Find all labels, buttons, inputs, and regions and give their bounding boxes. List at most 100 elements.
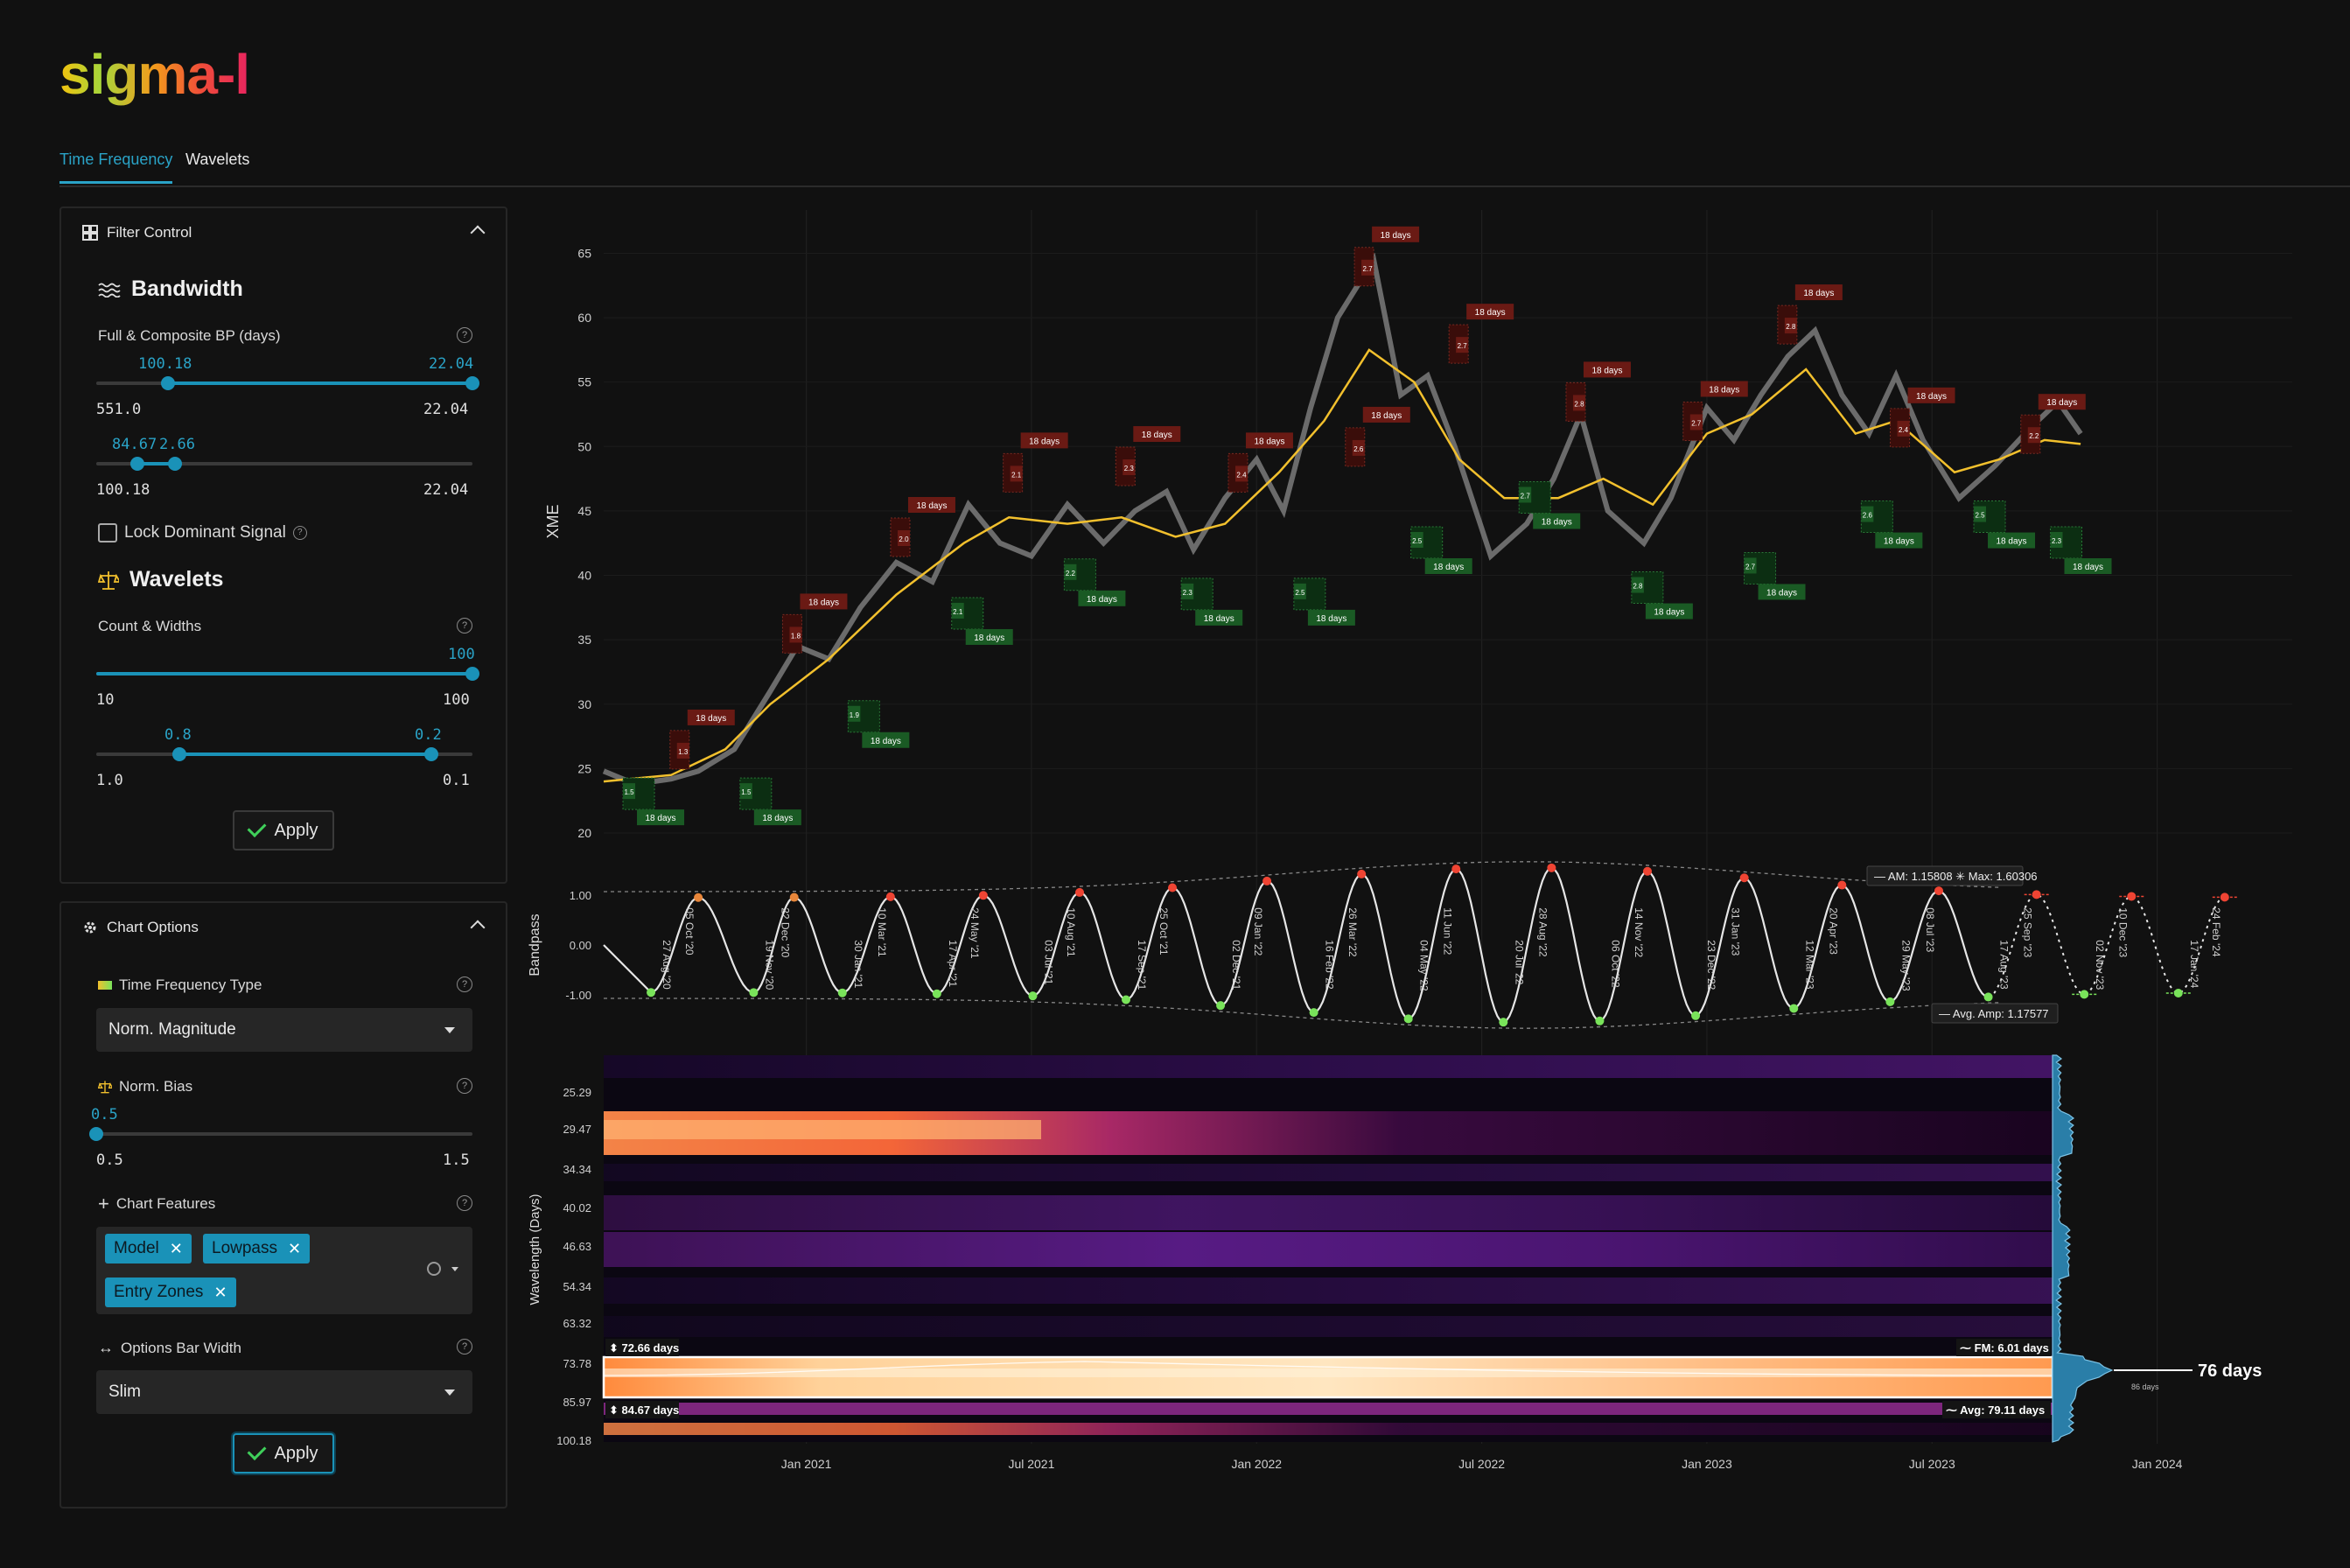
slider-handle[interactable] bbox=[171, 747, 186, 761]
trough-value: 2.5 bbox=[1975, 512, 1985, 520]
slider-handle[interactable] bbox=[465, 667, 479, 681]
event-dot bbox=[1642, 866, 1652, 876]
apply-filter-button[interactable]: Apply bbox=[233, 810, 334, 850]
tf-type-label-row: Time Frequency Type bbox=[98, 976, 262, 994]
trough-label: 18 days bbox=[1087, 595, 1117, 605]
trough-value: 2.1 bbox=[953, 608, 963, 616]
bandpass-peak: 24 May '21 bbox=[969, 891, 988, 959]
wavelet-count-slider[interactable] bbox=[96, 667, 479, 681]
chevron-down-icon[interactable] bbox=[451, 1267, 458, 1271]
apply-label: Apply bbox=[274, 1443, 318, 1463]
heatmap-y-tick: 29.47 bbox=[563, 1123, 591, 1136]
close-icon[interactable]: ✕ bbox=[288, 1239, 302, 1257]
chart-options-panel: Chart Options Time Frequency Type ? Norm… bbox=[59, 901, 507, 1508]
plus-icon: + bbox=[98, 1193, 109, 1214]
peak-value: 2.3 bbox=[1124, 465, 1135, 472]
help-icon[interactable]: ? bbox=[457, 976, 472, 992]
help-icon[interactable]: ? bbox=[292, 526, 307, 540]
peak-tag bbox=[676, 742, 689, 759]
trough-label: 18 days bbox=[1884, 537, 1914, 547]
chart-features-label-row: + Chart Features bbox=[98, 1193, 215, 1214]
norm-bias-slider[interactable] bbox=[89, 1127, 472, 1141]
lock-checkbox[interactable] bbox=[98, 523, 117, 542]
tf-type-select[interactable]: Norm. Magnitude bbox=[96, 1008, 472, 1052]
trough-value: 2.8 bbox=[1633, 583, 1643, 591]
slider-handle[interactable] bbox=[423, 747, 438, 761]
bandpass-peak: 25 Oct '21 bbox=[1158, 883, 1178, 956]
heatmap-y-tick: 46.63 bbox=[563, 1240, 591, 1253]
help-icon[interactable]: ? bbox=[457, 1195, 472, 1211]
event-dot bbox=[1934, 886, 1943, 896]
bandwidth-range-slider-1[interactable] bbox=[96, 376, 479, 390]
trough-label-box bbox=[1307, 609, 1355, 626]
bandwidth-range-slider-2[interactable] bbox=[96, 457, 472, 471]
price-y-tick: 40 bbox=[577, 569, 591, 583]
event-dot bbox=[978, 891, 988, 900]
apply-chart-options-button[interactable]: Apply bbox=[233, 1433, 334, 1474]
tab-wavelets[interactable]: Wavelets bbox=[185, 150, 250, 168]
scale-icon bbox=[98, 1081, 112, 1094]
event-date: 25 Sep '23 bbox=[2022, 907, 2034, 957]
norm-bias-max: 1.5 bbox=[443, 1152, 470, 1169]
peak-label: 18 days bbox=[696, 714, 726, 724]
peak-value: 1.3 bbox=[678, 748, 689, 756]
clear-all-icon[interactable] bbox=[427, 1262, 441, 1276]
slider-handle[interactable] bbox=[130, 457, 145, 471]
x-tick-label: Jan 2022 bbox=[1231, 1457, 1282, 1471]
event-dot bbox=[1122, 995, 1131, 1004]
peak-marker: 2.1 18 days bbox=[1003, 432, 1068, 493]
event-date: 03 Jul '21 bbox=[1042, 940, 1054, 984]
trough-tag bbox=[1064, 564, 1077, 580]
arrows-horizontal-icon: ↔ bbox=[98, 1339, 114, 1356]
help-icon[interactable]: ? bbox=[457, 327, 472, 343]
trough-marker: 2.2 18 days bbox=[1063, 558, 1126, 606]
trough-value: 1.5 bbox=[741, 788, 752, 796]
feature-chip-lowpass[interactable]: Lowpass ✕ bbox=[203, 1234, 311, 1264]
chart-options-header[interactable]: Chart Options bbox=[82, 919, 199, 936]
event-date: 16 Feb '22 bbox=[1324, 940, 1336, 990]
wavelet-width-slider[interactable] bbox=[96, 747, 472, 761]
wave-icon bbox=[98, 283, 121, 298]
trough-marker: 2.5 18 days bbox=[1293, 578, 1355, 626]
peak-label: 18 days bbox=[1381, 231, 1411, 241]
help-icon[interactable]: ? bbox=[457, 1078, 472, 1094]
slider-handle[interactable] bbox=[89, 1127, 103, 1141]
event-dot bbox=[2032, 890, 2041, 900]
bandpass-peak: 31 Jan '23 bbox=[1730, 873, 1749, 956]
tab-time-frequency[interactable]: Time Frequency bbox=[59, 150, 173, 184]
peak-marker: 1.8 18 days bbox=[781, 593, 848, 654]
bandpass-peak: 24 Feb '24 bbox=[2210, 892, 2237, 957]
peak-value: 2.4 bbox=[1236, 471, 1247, 479]
lock-dominant-signal[interactable]: Lock Dominant Signal ? bbox=[98, 523, 307, 542]
bp1-min: 551.0 bbox=[96, 401, 142, 418]
help-icon[interactable]: ? bbox=[457, 618, 472, 634]
chart-features-multiselect[interactable]: Model ✕ Lowpass ✕ Entry Zones ✕ bbox=[96, 1227, 472, 1314]
bandpass-trough: 17 Aug '23 bbox=[1983, 940, 2011, 1002]
close-icon[interactable]: ✕ bbox=[169, 1239, 183, 1257]
heatmap bbox=[602, 1055, 2054, 1442]
peak-label: 18 days bbox=[1591, 366, 1622, 375]
collapse-icon[interactable] bbox=[470, 920, 486, 935]
help-icon[interactable]: ? bbox=[457, 1339, 472, 1354]
close-icon[interactable]: ✕ bbox=[213, 1283, 227, 1301]
event-date: 22 Dec '20 bbox=[780, 907, 792, 957]
x-tick-label: Jul 2023 bbox=[1909, 1457, 1955, 1471]
bandpass-peak: 11 Jun '22 bbox=[1441, 864, 1461, 956]
event-dot bbox=[1837, 880, 1847, 890]
bp2-right-value: 2.66 bbox=[159, 436, 195, 453]
slider-handle[interactable] bbox=[160, 376, 175, 390]
wavelet-width-right-value: 0.2 bbox=[415, 726, 442, 744]
peak-value: 2.7 bbox=[1691, 419, 1702, 427]
fm-label: ⁓ FM: 6.01 days bbox=[1956, 1339, 2051, 1356]
wavelets-heading: Wavelets bbox=[98, 567, 223, 592]
svg-text:⬍ 84.67 days: ⬍ 84.67 days bbox=[609, 1404, 679, 1417]
collapse-icon[interactable] bbox=[470, 225, 486, 241]
slider-handle[interactable] bbox=[465, 376, 479, 390]
svg-text:⬍ 72.66 days: ⬍ 72.66 days bbox=[609, 1341, 679, 1354]
feature-chip-entry-zones[interactable]: Entry Zones ✕ bbox=[105, 1278, 236, 1307]
feature-chip-model[interactable]: Model ✕ bbox=[105, 1234, 192, 1264]
slider-handle[interactable] bbox=[168, 457, 183, 471]
bar-width-select[interactable]: Slim bbox=[96, 1370, 472, 1414]
filter-control-header[interactable]: Filter Control bbox=[82, 224, 192, 242]
bandpass-ylabel: Bandpass bbox=[528, 914, 542, 976]
